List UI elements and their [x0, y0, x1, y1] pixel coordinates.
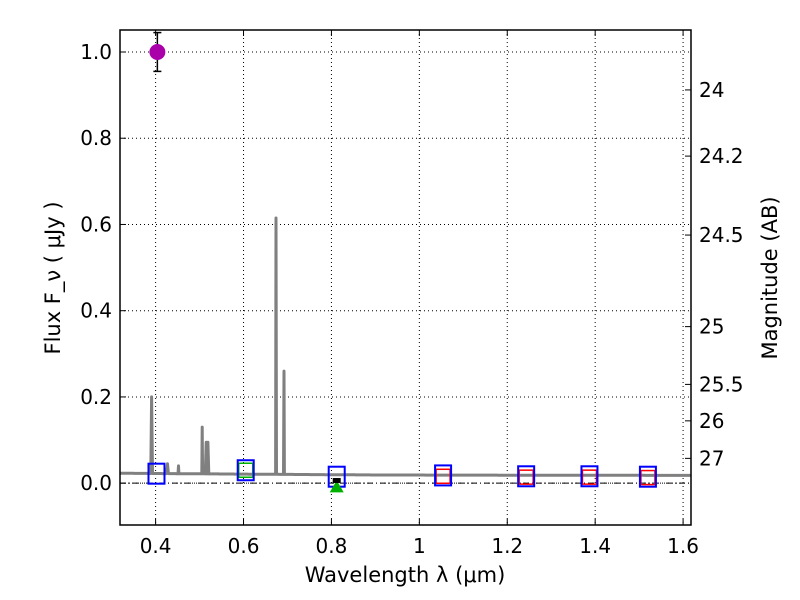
y-tick-label: 0.0	[80, 471, 112, 495]
model-spectrum-line	[119, 216, 692, 477]
y-tick-label: 0.4	[80, 299, 112, 323]
y-axis-label: Flux F_ν ( μJy )	[41, 201, 66, 354]
grid-lines	[120, 30, 691, 525]
x-tick-label: 1.4	[579, 534, 611, 558]
x-tick-label: 1.6	[667, 534, 699, 558]
model-photometry-marker	[640, 469, 656, 486]
y2-tick-label: 25.5	[699, 372, 744, 396]
y2-tick-label: 26	[699, 409, 724, 433]
y2-axis-label: Magnitude (AB)	[758, 196, 782, 359]
observed-photometry-marker	[147, 462, 166, 485]
observed-photometry-marker	[580, 465, 599, 488]
y-tick-label: 0.6	[80, 212, 112, 236]
magenta-data-point	[149, 43, 166, 60]
y2-tick-label: 24.2	[699, 144, 744, 168]
observed-photometry-marker	[434, 464, 453, 487]
black-point-marker	[332, 478, 341, 484]
x-tick-label: 1.2	[491, 534, 523, 558]
upper-limit-triangle	[329, 480, 344, 493]
plot-frame	[119, 29, 692, 526]
x-tick-label: 0.8	[316, 534, 348, 558]
axes: 0.4 0.6 0.8 1 1.2 1.4 1.6 0.0 0.2 0.4 0.6 0.8 1.0 24 2…	[80, 30, 744, 558]
model-photometry-marker	[518, 469, 534, 485]
y2-tick-label: 25	[699, 315, 724, 339]
y-tick-label: 0.8	[80, 126, 112, 150]
y-tick-label: 1.0	[80, 40, 112, 64]
observed-photometry-marker	[517, 465, 536, 488]
y-tick-label: 0.2	[80, 385, 112, 409]
x-tick-label: 0.6	[228, 534, 260, 558]
observed-photometry-marker	[638, 465, 657, 488]
x-tick-label: 1	[413, 534, 426, 558]
y2-tick-label: 24.5	[699, 223, 744, 247]
x-tick-label: 0.4	[140, 534, 172, 558]
observed-photometry-marker	[236, 459, 255, 482]
x-axis-label: Wavelength λ (μm)	[305, 563, 506, 587]
y2-tick-label: 24	[699, 78, 724, 102]
model-photometry-marker	[581, 469, 598, 485]
y2-tick-label: 27	[699, 446, 724, 470]
plot-area	[119, 31, 692, 493]
